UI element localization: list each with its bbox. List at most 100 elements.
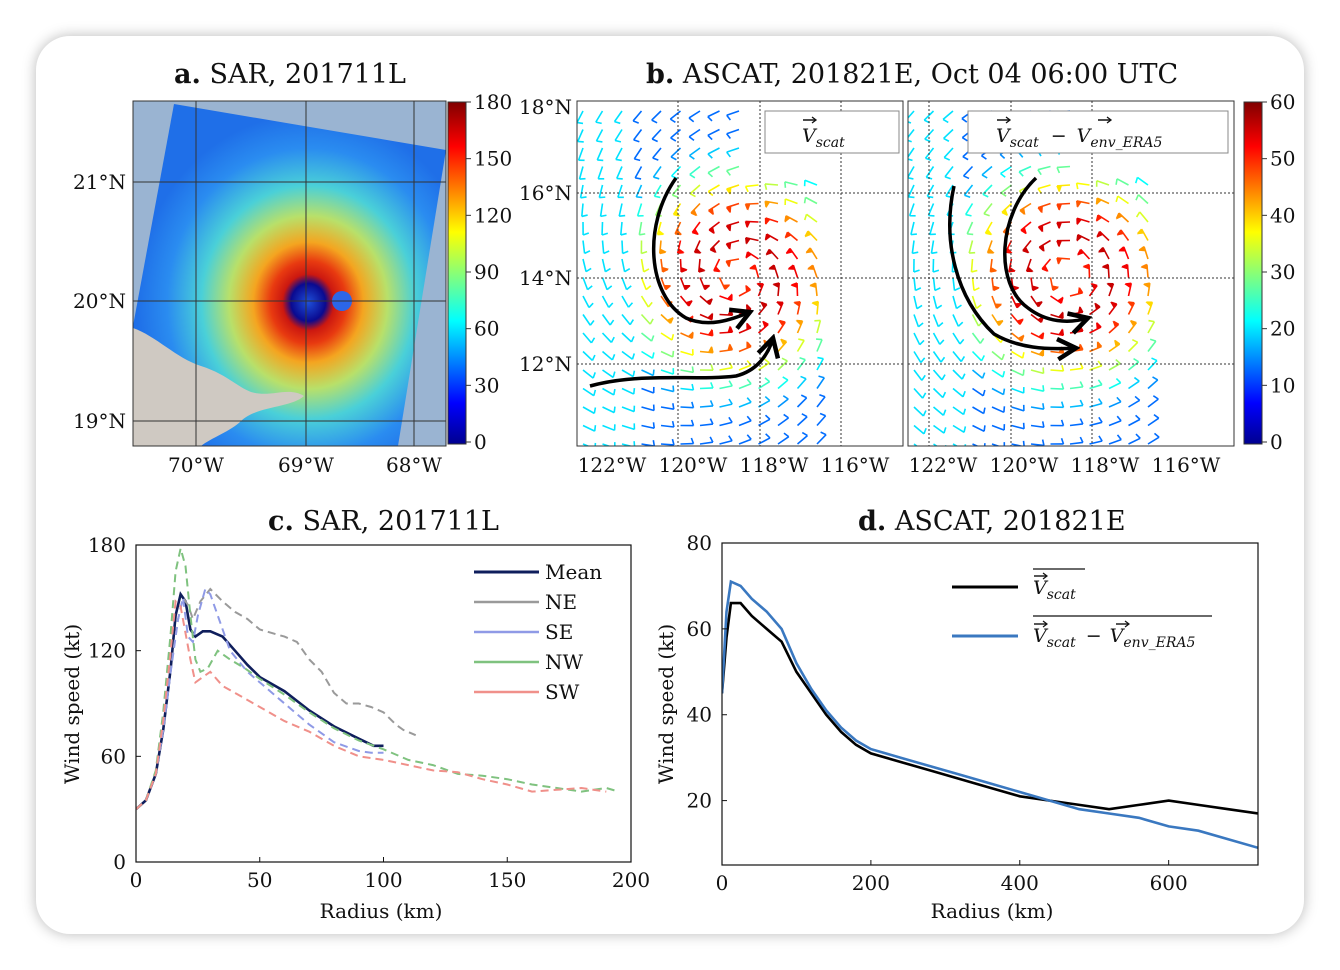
wind-barb [1142,282,1151,297]
b-left-xtick-116w: 116°W [821,453,890,477]
series-line-v-scat-v-env-era5 [722,579,1258,850]
wind-barb [777,432,790,445]
wind-barb [1037,202,1051,214]
wind-barb [816,338,823,352]
wind-barb [680,366,695,374]
panel-b-colorbar-ticks: 60 50 40 30 20 10 0 [1262,90,1295,454]
wind-barb [1108,339,1121,353]
sar-swath [133,104,446,446]
wind-barb [656,221,665,236]
wind-barb [1147,413,1160,427]
legend-label-se: SE [545,620,573,644]
wind-barb [602,387,616,396]
wind-barb [952,443,967,446]
colorbar-tick-label: 30 [474,373,499,397]
wind-barb [777,319,786,334]
wind-barb [1147,432,1160,445]
wind-barb [601,295,614,308]
b-ytick-16n: 16°N [519,181,572,205]
wind-barb [962,165,974,180]
wind-barb [726,165,740,176]
colorbar-tick-label: 30 [1270,260,1295,284]
wind-barb [738,397,752,408]
wind-barb [679,258,688,273]
panel-b-left: Vscat [576,100,904,447]
colorbar-tick-label: 0 [474,430,487,454]
legend-label-ne: NE [545,590,577,614]
wind-barb [1128,376,1140,390]
colorbar-tick-label: 60 [1270,90,1295,114]
panel-b-title: b. ASCAT, 201821E, Oct 04 06:00 UTC [646,59,1178,90]
wind-barb [660,313,674,324]
wind-barb [1010,295,1023,309]
wind-barb [991,369,1006,378]
wind-barb [1135,211,1149,223]
wind-barb [816,412,827,427]
wind-barb [613,110,623,125]
wind-barb [952,406,967,416]
wind-barb [1022,239,1032,254]
wind-barb [790,282,799,297]
wind-barb [651,128,662,143]
wind-barb [638,221,646,236]
wind-barb [617,184,624,199]
wind-barb [1010,313,1024,325]
colorbar-tick-label: 90 [474,260,499,284]
wind-barb [719,435,733,445]
wind-barb [1069,399,1084,408]
wind-barb [582,258,592,273]
wind-barb [582,277,593,291]
wind-barb [991,424,1006,431]
wind-barb [621,405,636,413]
wind-barb [725,239,740,250]
wind-barb [913,369,926,381]
wind-barb [621,387,636,395]
panel-d-legend: Vscat Vscat − Venv_ERA5 [952,568,1212,651]
wind-barb [582,350,596,362]
panel-c-legend: Mean NE SE NW SW [474,560,602,704]
wind-barb [814,319,822,334]
wind-barb [577,129,584,143]
wind-barb [1136,228,1149,241]
wind-barb [680,331,694,340]
wind-barb [1030,331,1045,340]
wind-barb [640,332,655,342]
wind-barb [991,295,1002,309]
colorbar-tick-label: 50 [1270,147,1295,171]
colorbar-tick-label: 60 [474,317,499,341]
wind-barb [991,350,1005,361]
wind-barb [1147,357,1158,371]
wind-barb [601,332,615,344]
wind-barb [807,264,818,278]
wind-barb [1095,197,1110,206]
wind-barb [932,295,943,310]
figure-svg: a. SAR, 201711L 21°N 20°N 19°N 70°W 69°W… [60,59,1295,923]
wind-barb [981,165,993,179]
wind-barb [1056,202,1071,211]
wind-barb [595,129,604,143]
wind-barb [1147,395,1159,408]
wind-barb [777,376,789,390]
flow-arrow-inner [651,176,750,323]
wind-barb [757,320,769,334]
wind-barb [1011,369,1025,377]
wind-barb [738,434,752,445]
wind-barb [1050,401,1065,409]
wind-barb [1147,319,1156,334]
wind-barb [805,247,818,260]
b-right-xtick-116w: 116°W [1152,453,1221,477]
colorbar-tick-label: 120 [474,203,512,227]
y-tick-label: 80 [687,531,712,555]
wind-barb [621,240,629,255]
wind-barb [1041,258,1052,272]
wind-barb [758,414,771,427]
wind-barb [635,184,643,199]
wind-barb [636,203,644,217]
x-tick-label: 100 [364,868,402,892]
wind-barb [601,277,613,291]
wind-barb [933,424,947,434]
wind-barb [1115,212,1130,223]
panel-a-colorbar [447,101,467,445]
x-tick-label: 150 [488,868,526,892]
wind-barb [932,258,940,273]
